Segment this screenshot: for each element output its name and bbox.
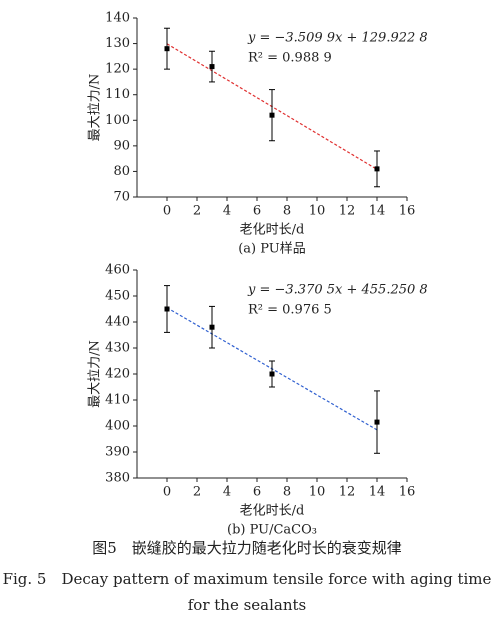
- x-tick-label: 4: [223, 204, 231, 219]
- x-tick-label: 8: [283, 485, 291, 500]
- chart-caption: (a) PU样品: [238, 242, 306, 257]
- r-squared: R² = 0.988 9: [248, 51, 332, 66]
- data-point: [164, 46, 170, 52]
- x-tick-label: 16: [399, 485, 416, 500]
- data-point: [374, 419, 380, 425]
- x-axis-label: 老化时长/d: [240, 223, 305, 238]
- y-tick-label: 460: [105, 263, 130, 278]
- x-tick-label: 16: [399, 204, 416, 219]
- equation: y = −3.370 5x + 455.250 8: [247, 283, 428, 298]
- y-tick-label: 120: [105, 62, 130, 77]
- y-tick-label: 70: [113, 190, 130, 205]
- figure-caption-en: for the sealants: [188, 596, 307, 614]
- y-tick-label: 100: [105, 113, 130, 128]
- x-tick-label: 14: [369, 485, 386, 500]
- x-tick-label: 2: [193, 485, 201, 500]
- x-tick-label: 0: [163, 204, 171, 219]
- data-point: [209, 324, 215, 330]
- r-squared: R² = 0.976 5: [248, 303, 332, 318]
- y-tick-label: 140: [105, 11, 130, 26]
- x-tick-label: 10: [309, 204, 326, 219]
- x-tick-label: 2: [193, 204, 201, 219]
- equation: y = −3.509 9x + 129.922 8: [247, 31, 428, 46]
- y-tick-label: 130: [105, 36, 130, 51]
- y-tick-label: 90: [113, 138, 130, 153]
- y-tick-label: 440: [105, 315, 130, 330]
- data-point: [164, 306, 170, 312]
- x-tick-label: 12: [339, 485, 356, 500]
- y-tick-label: 80: [113, 164, 130, 179]
- y-tick-label: 380: [105, 471, 130, 486]
- y-tick-label: 410: [105, 393, 130, 408]
- y-tick-label: 420: [105, 367, 130, 382]
- x-tick-label: 14: [369, 204, 386, 219]
- x-tick-label: 4: [223, 485, 231, 500]
- x-tick-label: 0: [163, 485, 171, 500]
- figure-caption-en: Fig. 5 Decay pattern of maximum tensile …: [3, 570, 492, 588]
- x-tick-label: 6: [253, 204, 261, 219]
- y-axis-label: 最大拉力/N: [88, 340, 103, 408]
- x-tick-label: 12: [339, 204, 356, 219]
- data-point: [209, 64, 215, 70]
- y-tick-label: 110: [105, 87, 130, 102]
- data-point: [374, 166, 380, 172]
- x-tick-label: 6: [253, 485, 261, 500]
- y-tick-label: 390: [105, 445, 130, 460]
- y-axis-label: 最大拉力/N: [88, 74, 103, 142]
- x-tick-label: 8: [283, 204, 291, 219]
- x-axis-label: 老化时长/d: [240, 504, 305, 519]
- data-point: [269, 371, 275, 377]
- y-tick-label: 400: [105, 419, 130, 434]
- chart-caption: (b) PU/CaCO₃: [227, 523, 317, 538]
- y-tick-label: 450: [105, 289, 130, 304]
- x-tick-label: 10: [309, 485, 326, 500]
- data-point: [269, 112, 275, 118]
- y-tick-label: 430: [105, 341, 130, 356]
- figure-caption-zh: 图5 嵌缝胶的最大拉力随老化时长的衰变规律: [92, 539, 402, 557]
